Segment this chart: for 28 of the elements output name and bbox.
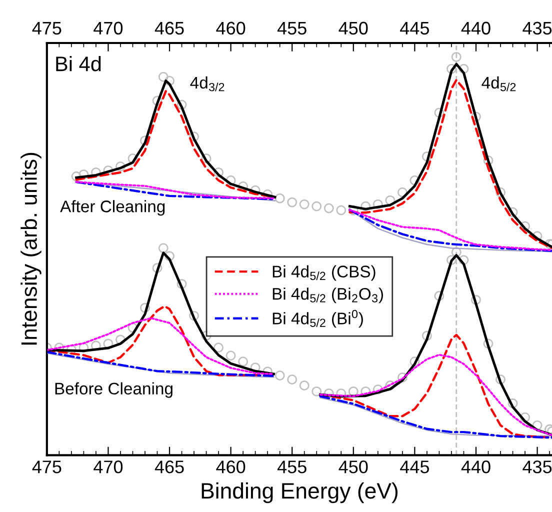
x-tick-label: 455 <box>277 460 306 474</box>
annotation: 4d$_{5/2}$ <box>482 76 516 92</box>
x2-tick-label: 475 <box>32 22 62 35</box>
x2-tick-label: 435 <box>522 22 552 35</box>
x-tick-label: 435 <box>522 460 552 474</box>
legend-label: Bi 4d$_{5/2}$ (Bi$_{2}$O$_{3}$) <box>272 288 383 304</box>
x-axis-title: Binding Energy (eV) <box>202 482 398 504</box>
x2-tick-label: 440 <box>461 22 490 35</box>
x-tick-label: 475 <box>32 460 62 474</box>
x-tick-label: 460 <box>216 460 246 474</box>
legend-label: Bi 4d$_{5/2}$ (CBS) <box>272 265 376 281</box>
annotation: Before Cleaning <box>55 382 172 398</box>
x2-tick-label: 450 <box>338 22 368 35</box>
y-axis-title: Intensity (arb. units) <box>20 152 42 345</box>
x-tick-label: 445 <box>400 460 430 474</box>
x2-tick-label: 445 <box>400 22 430 35</box>
annotation: Bi 4d <box>56 56 101 72</box>
annotation: After Cleaning <box>60 200 165 216</box>
x-tick-label: 465 <box>154 460 184 474</box>
legend-label: Bi 4d$_{5/2}$ (Bi$^{0}$) <box>272 310 363 328</box>
x2-tick-label: 460 <box>216 22 246 35</box>
x-tick-label: 470 <box>94 460 123 474</box>
x2-tick-label: 465 <box>154 22 184 35</box>
x-tick-label: 450 <box>338 460 368 474</box>
x2-tick-label: 470 <box>94 22 123 35</box>
x-tick-label: 440 <box>461 460 490 474</box>
x2-tick-label: 455 <box>277 22 306 35</box>
annotation: 4d$_{3/2}$ <box>190 76 224 92</box>
